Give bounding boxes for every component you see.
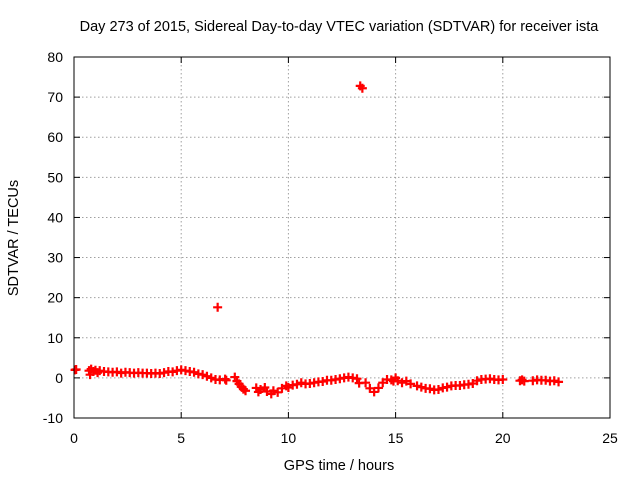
data-point xyxy=(357,83,367,93)
data-point xyxy=(268,386,278,396)
y-tick-label: 40 xyxy=(47,209,63,225)
data-point xyxy=(433,385,443,395)
data-point xyxy=(168,367,178,377)
y-tick-label: 10 xyxy=(47,330,63,346)
data-point xyxy=(189,367,199,377)
data-point xyxy=(112,367,122,377)
axis-ticks: 0 5 10 15 20 25 -10 0 10 20 30 40 50 60 70 80 xyxy=(43,49,618,446)
y-tick-label: 20 xyxy=(47,290,63,306)
data-point xyxy=(202,371,212,381)
data-point xyxy=(241,386,251,396)
data-point xyxy=(498,374,508,384)
data-point xyxy=(425,384,435,394)
x-axis-title: GPS time / hours xyxy=(284,458,394,474)
data-point xyxy=(159,368,169,378)
x-tick-label: 10 xyxy=(281,430,297,446)
data-point xyxy=(554,377,564,387)
chart-title: Day 273 of 2015, Sidereal Day-to-day VTE… xyxy=(80,19,600,35)
data-point xyxy=(198,370,208,380)
data-point xyxy=(71,364,81,374)
data-point xyxy=(519,376,529,386)
data-point xyxy=(472,376,482,386)
data-point xyxy=(549,376,559,386)
data-point xyxy=(397,378,407,388)
x-tick-label: 15 xyxy=(388,430,404,446)
y-tick-label: 30 xyxy=(47,250,63,266)
y-axis-title: SDTVAR / TECUs xyxy=(6,180,22,296)
data-point xyxy=(206,373,216,383)
data-point xyxy=(296,378,306,388)
data-point xyxy=(213,302,223,312)
data-point xyxy=(442,382,452,392)
series-sdtvar xyxy=(70,81,564,399)
x-tick-label: 20 xyxy=(495,430,511,446)
data-point xyxy=(406,379,416,389)
data-point xyxy=(416,382,426,392)
plot-frame xyxy=(73,56,611,419)
y-tick-label: 50 xyxy=(47,169,63,185)
y-tick-label: 80 xyxy=(47,49,63,65)
y-tick-label: 70 xyxy=(47,89,63,105)
data-point xyxy=(318,376,328,386)
data-point xyxy=(412,381,422,391)
y-tick-label: -10 xyxy=(43,410,63,426)
x-tick-label: 25 xyxy=(602,430,618,446)
x-tick-label: 0 xyxy=(70,430,78,446)
data-point xyxy=(373,383,383,393)
x-tick-label: 5 xyxy=(177,430,185,446)
data-point xyxy=(221,375,231,385)
data-point xyxy=(292,379,302,389)
y-tick-label: 0 xyxy=(55,370,63,386)
data-point xyxy=(361,378,371,388)
y-tick-label: 60 xyxy=(47,129,63,145)
